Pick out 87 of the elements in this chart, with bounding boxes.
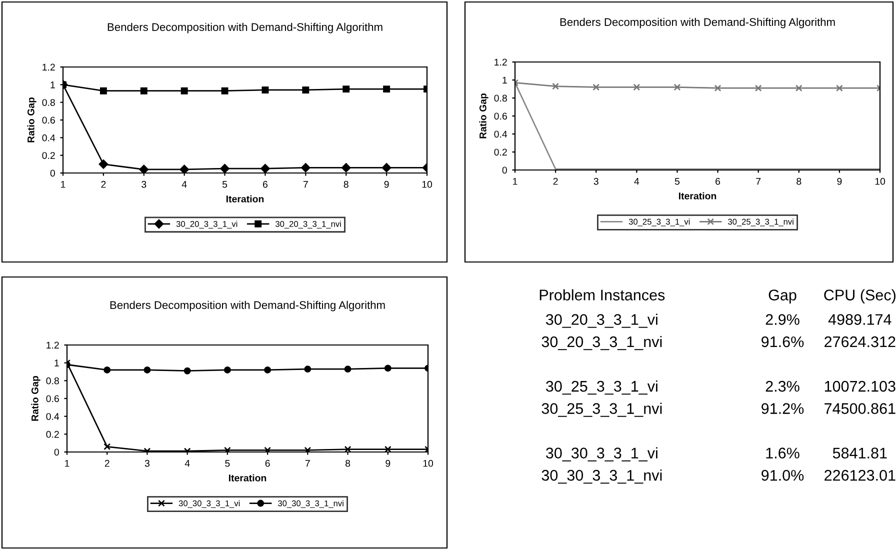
x-tick-label: 4	[184, 460, 190, 467]
x-tick-label: 2	[101, 180, 106, 188]
x-tick-label: 1	[61, 180, 66, 188]
x-tick-label: 7	[756, 178, 761, 185]
x-tick-label: 6	[716, 178, 720, 185]
y-axis-title: Ratio Gap	[479, 93, 488, 138]
y-tick-label: 0	[54, 448, 59, 456]
legend-label: 30_25_3_3_1_vi	[628, 218, 690, 226]
x-tick-label: 1	[513, 178, 518, 185]
x-axis-title: Iteration	[226, 195, 264, 202]
y-tick-label: 0.2	[42, 152, 55, 159]
y-tick-label: 0.6	[42, 116, 55, 124]
data-label: 91.2%	[762, 403, 804, 414]
data-label: 74500.861	[824, 403, 896, 414]
legend-label: 30_25_3_3_1_nvi	[728, 218, 794, 226]
x-tick-label: 10	[422, 180, 432, 188]
x-tick-label: 3	[144, 460, 150, 467]
y-tick-label: 1	[54, 360, 59, 366]
chart-title: Benders Decomposition with Demand-Shifting Algorithm	[110, 300, 385, 312]
y-tick-label: 0.4	[46, 413, 60, 420]
x-tick-label: 10	[423, 460, 434, 467]
category-label: 30_30_3_3_1_nvi	[542, 470, 662, 484]
x-tick-label: 4	[634, 178, 640, 185]
x-tick-label: 7	[303, 180, 308, 188]
category-label: 30_30_3_3_1_vi	[546, 447, 658, 462]
x-tick-label: 2	[104, 460, 110, 467]
y-tick-label: 1	[50, 82, 55, 88]
y-tick-label: 0.4	[494, 130, 508, 138]
x-tick-label: 6	[263, 180, 268, 188]
category-label: 30_25_3_3_1_vi	[546, 380, 658, 395]
legend-label: 30_20_3_3_1_nvi	[276, 220, 341, 228]
data-label: 5841.81	[832, 448, 887, 458]
data-label: 226123.01	[824, 470, 896, 481]
data-label: 1.6%	[766, 448, 800, 458]
text: Gap	[768, 290, 796, 304]
y-tick-label: 0	[502, 166, 507, 174]
y-tick-label: 0.8	[494, 94, 507, 102]
x-tick-label: 4	[182, 180, 187, 188]
x-tick-label: 10	[875, 178, 886, 185]
x-tick-label: 5	[674, 178, 680, 185]
x-tick-label: 9	[384, 180, 389, 188]
y-tick-label: 0.4	[42, 134, 56, 142]
data-label: 91.6%	[762, 336, 804, 348]
y-tick-label: 1	[502, 76, 507, 84]
y-tick-label: 0.2	[494, 148, 507, 156]
y-tick-label: 1.2	[494, 58, 507, 66]
x-tick-label: 7	[305, 460, 310, 467]
legend-label: 30_20_3_3_1_vi	[176, 220, 238, 228]
x-tick-label: 5	[222, 180, 228, 188]
data-label: 2.9%	[766, 314, 800, 325]
text: CPU (Sec)	[824, 289, 896, 304]
data-label: 4989.174	[828, 314, 892, 325]
y-tick-label: 0.6	[46, 395, 59, 402]
legend-label: 30_30_3_3_1_vi	[178, 500, 240, 508]
y-tick-label: 1.2	[42, 64, 55, 71]
y-axis-title: Ratio Gap	[31, 376, 40, 421]
y-tick-label: 0.8	[42, 99, 55, 106]
data-label: 10072.103	[824, 380, 896, 392]
x-tick-label: 9	[837, 178, 842, 185]
y-tick-label: 1.2	[46, 342, 59, 349]
y-tick-label: 0.2	[46, 430, 59, 438]
x-tick-label: 8	[344, 180, 348, 188]
x-tick-label: 1	[65, 460, 70, 467]
x-tick-label: 6	[265, 460, 270, 467]
y-tick-label: 0	[50, 170, 55, 177]
y-tick-label: 0.6	[494, 112, 507, 120]
data-label: 27624.312	[824, 336, 896, 348]
x-tick-label: 9	[386, 460, 390, 467]
data-label: 91.0%	[762, 470, 804, 481]
category-label: 30_20_3_3_1_vi	[546, 314, 658, 328]
x-tick-label: 3	[594, 178, 598, 185]
chart-title: Benders Decomposition with Demand-Shifting Algorithm	[108, 22, 382, 34]
x-tick-label: 3	[142, 180, 146, 188]
x-tick-label: 8	[345, 460, 350, 467]
y-tick-label: 0.8	[46, 377, 59, 384]
text: Problem Instances	[540, 289, 665, 300]
data-label: 2.3%	[766, 380, 800, 392]
y-axis-title: Ratio Gap	[27, 97, 36, 142]
x-tick-label: 5	[225, 460, 230, 467]
category-label: 30_20_3_3_1_nvi	[542, 336, 662, 350]
x-tick-label: 8	[796, 178, 802, 185]
chart-title: Benders Decomposition with Demand-Shifting Algorithm	[560, 18, 835, 28]
category-label: 30_25_3_3_1_nvi	[542, 402, 662, 417]
legend-label: 30_30_3_3_1_nvi	[278, 500, 344, 508]
x-axis-title: Iteration	[678, 192, 716, 200]
x-axis-title: Iteration	[228, 474, 266, 482]
x-tick-label: 2	[553, 178, 558, 185]
